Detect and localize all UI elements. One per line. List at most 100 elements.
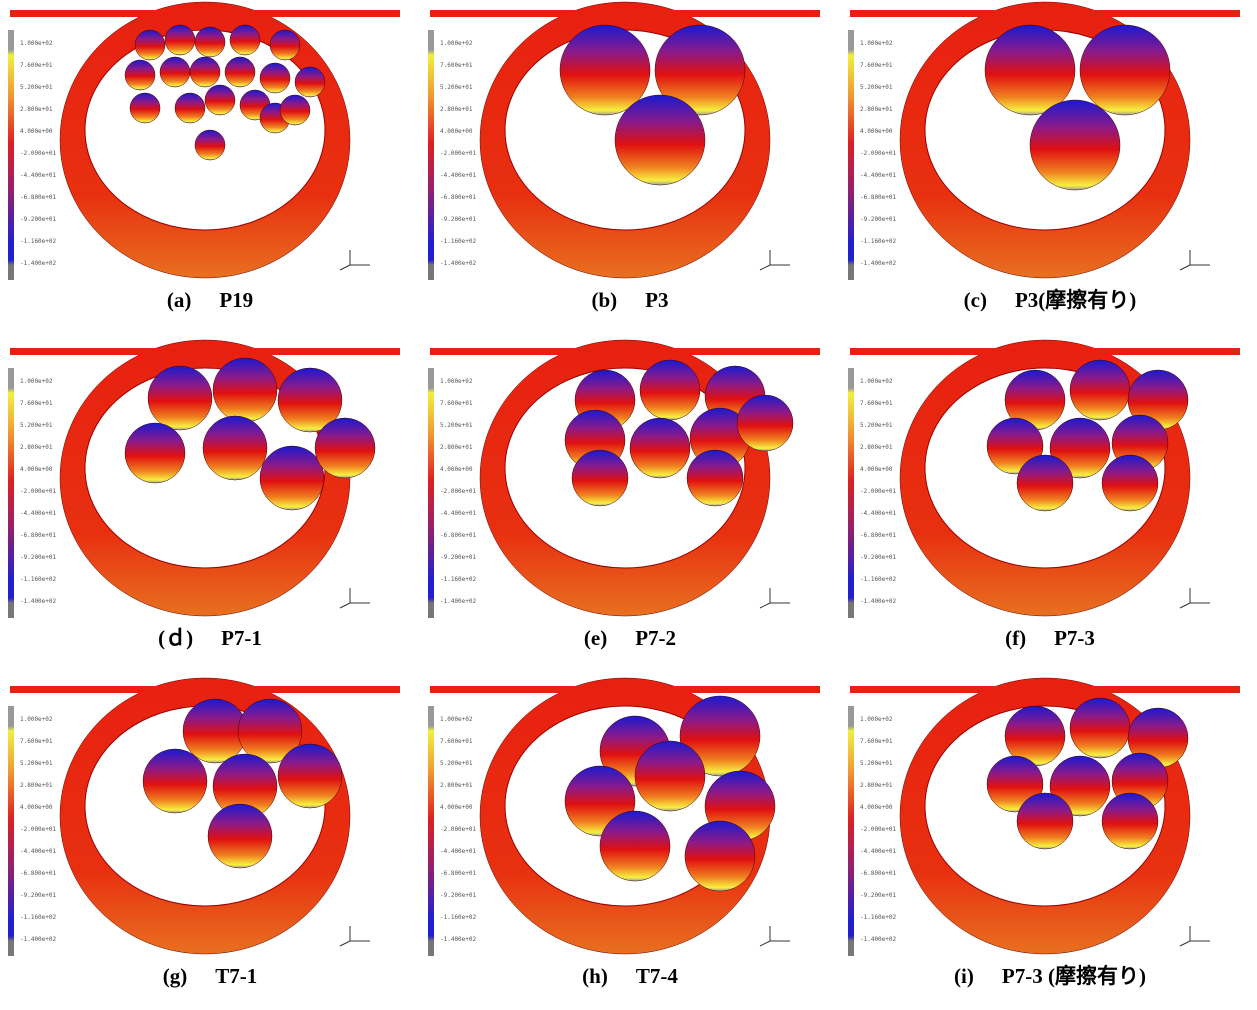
colorbar-label: -1.400e+02 [440,260,477,267]
caption-name: T7-4 [636,964,679,988]
axis-triad [1180,926,1210,946]
colorbar-label: 2.800e+01 [20,782,53,789]
colorbar-label: 7.600e+01 [860,400,893,407]
page: {"colorbar_labels": ["1.000e+02", "7.600… [0,0,1257,1010]
particle [195,130,225,160]
particle [270,30,300,60]
colorbar-label: -9.200e+01 [860,216,897,223]
colorbar-label: -1.160e+02 [440,914,477,921]
caption-label: (ｄ) [158,626,193,650]
colorbar-label: -9.200e+01 [440,892,477,899]
colorbar-label: -6.800e+01 [20,194,57,201]
particle [195,27,225,57]
particle [203,416,267,480]
particle [148,366,212,430]
colorbar-label: 4.000e+00 [860,466,893,473]
colorbar-label: -1.160e+02 [20,914,57,921]
colorbar-label: -1.400e+02 [440,936,477,943]
axis-triad [760,926,790,946]
colorbar-label: -9.200e+01 [440,554,477,561]
colorbar-label: -9.200e+01 [20,216,57,223]
colorbar [428,30,434,280]
particle [1102,455,1158,511]
colorbar-label: 1.000e+02 [860,716,893,723]
particle [225,57,255,87]
panel: 1.000e+027.600e+015.200e+012.800e+014.00… [848,340,1240,650]
caption: (h) T7-4 [582,964,678,988]
particle [1030,100,1120,190]
particle [640,360,700,420]
colorbar-label: -2.000e+01 [440,488,477,495]
particle [1070,698,1130,758]
caption-label: (h) [582,964,608,988]
colorbar-label: 1.000e+02 [440,716,473,723]
particle [135,30,165,60]
colorbar-label: 1.000e+02 [20,40,53,47]
colorbar-label: 7.600e+01 [20,738,53,745]
colorbar-label: -4.400e+01 [860,510,897,517]
colorbar-label: -1.160e+02 [440,576,477,583]
axis-triad [760,250,790,270]
axis-triad [1180,250,1210,270]
colorbar-label: -1.400e+02 [860,936,897,943]
particle [175,93,205,123]
colorbar [428,368,434,618]
colorbar-label: 2.800e+01 [20,444,53,451]
colorbar-label: 4.000e+00 [440,466,473,473]
colorbar-label: -4.400e+01 [20,510,57,517]
colorbar-label: 4.000e+00 [440,804,473,811]
caption: (c)P3(摩擦有り) [964,288,1137,312]
particle [125,60,155,90]
colorbar-label: -1.400e+02 [440,598,477,605]
colorbar-label: -6.800e+01 [860,194,897,201]
caption-name: P7-1 [221,626,262,650]
particle [630,418,690,478]
caption-name: T7-1 [215,964,257,988]
axis-triad [340,926,370,946]
caption-label: (i) [954,964,974,988]
panel: 1.000e+027.600e+015.200e+012.800e+014.00… [8,2,400,312]
colorbar-label: -4.400e+01 [20,172,57,179]
colorbar-label: -1.160e+02 [440,238,477,245]
colorbar-label: 4.000e+00 [440,128,473,135]
colorbar-label: -4.400e+01 [20,848,57,855]
caption-label: (a) [167,288,192,312]
caption-name: P7-3 [1054,626,1095,650]
plate [10,10,400,17]
colorbar-label: -9.200e+01 [440,216,477,223]
caption: (e)P7-2 [584,626,676,650]
colorbar-label: 5.200e+01 [860,422,893,429]
colorbar-label: -2.000e+01 [440,826,477,833]
colorbar-label: -9.200e+01 [860,554,897,561]
particle [205,85,235,115]
colorbar-label: 7.600e+01 [20,400,53,407]
particle [280,95,310,125]
particle [315,418,375,478]
colorbar-label: -2.000e+01 [20,488,57,495]
colorbar-label: 5.200e+01 [860,84,893,91]
colorbar-label: -1.160e+02 [20,238,57,245]
particle [687,450,743,506]
particle [1017,793,1073,849]
colorbar-label: 5.200e+01 [440,84,473,91]
particle [295,67,325,97]
colorbar-label: -6.800e+01 [20,870,57,877]
colorbar-label: 7.600e+01 [440,62,473,69]
colorbar-label: 5.200e+01 [440,760,473,767]
particle [572,450,628,506]
particle [165,25,195,55]
colorbar-label: -6.800e+01 [20,532,57,539]
colorbar-label: 4.000e+00 [20,128,53,135]
particle [985,25,1075,115]
panel: 1.000e+027.600e+015.200e+012.800e+014.00… [848,2,1240,312]
caption: (ｄ) P7-1 [158,626,262,650]
colorbar-label: 1.000e+02 [20,716,53,723]
colorbar-label: -1.160e+02 [20,576,57,583]
caption: (b)P3 [592,288,669,312]
plate [430,10,820,17]
colorbar-label: 2.800e+01 [440,106,473,113]
colorbar-label: 5.200e+01 [860,760,893,767]
colorbar-label: -4.400e+01 [440,172,477,179]
particle [600,811,670,881]
axis-triad [760,588,790,608]
